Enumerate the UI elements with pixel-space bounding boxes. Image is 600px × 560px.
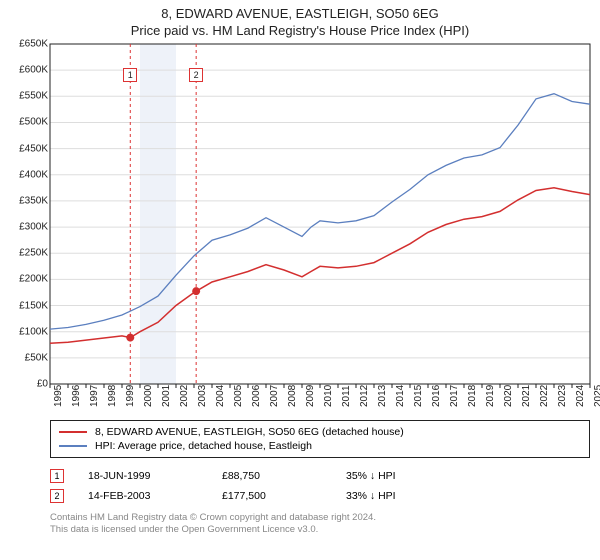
chart-svg [50,44,590,384]
x-tick-label: 1997 [89,385,100,407]
chart-title-2: Price paid vs. HM Land Registry's House … [0,23,600,38]
x-tick-label: 2019 [485,385,496,407]
y-tick-label: £250K [2,248,48,259]
y-tick-label: £200K [2,274,48,285]
legend-label: 8, EDWARD AVENUE, EASTLEIGH, SO50 6EG (d… [95,426,404,438]
x-tick-label: 2018 [467,385,478,407]
x-tick-label: 2023 [557,385,568,407]
y-tick-label: £550K [2,91,48,102]
y-tick-label: £150K [2,300,48,311]
note-delta: 33% ↓ HPI [346,490,396,502]
attribution: Contains HM Land Registry data © Crown c… [50,512,590,536]
y-tick-label: £600K [2,65,48,76]
legend-swatch [59,431,87,433]
legend-swatch [59,445,87,447]
y-tick-label: £300K [2,222,48,233]
chart-title-1: 8, EDWARD AVENUE, EASTLEIGH, SO50 6EG [0,6,600,21]
x-tick-label: 2009 [305,385,316,407]
note-date: 18-JUN-1999 [88,470,198,482]
x-tick-label: 2003 [197,385,208,407]
x-tick-label: 2008 [287,385,298,407]
x-tick-label: 1999 [125,385,136,407]
y-tick-label: £500K [2,117,48,128]
x-tick-label: 2001 [161,385,172,407]
x-tick-label: 2013 [377,385,388,407]
x-tick-label: 2021 [521,385,532,407]
legend-label: HPI: Average price, detached house, East… [95,440,312,452]
y-tick-label: £100K [2,326,48,337]
x-tick-label: 2005 [233,385,244,407]
note-price: £177,500 [222,490,322,502]
note-delta: 35% ↓ HPI [346,470,396,482]
x-tick-label: 2017 [449,385,460,407]
legend: 8, EDWARD AVENUE, EASTLEIGH, SO50 6EG (d… [50,420,590,458]
y-tick-label: £50K [2,352,48,363]
y-tick-label: £450K [2,143,48,154]
attribution-line: This data is licensed under the Open Gov… [50,524,590,536]
x-tick-label: 2011 [341,385,352,407]
event-marker-box: 1 [123,68,137,82]
x-tick-label: 2006 [251,385,262,407]
x-tick-label: 2007 [269,385,280,407]
x-tick-label: 2016 [431,385,442,407]
y-tick-label: £0 [2,379,48,390]
note-price: £88,750 [222,470,322,482]
x-tick-label: 2025 [593,385,600,407]
note-date: 14-FEB-2003 [88,490,198,502]
x-tick-label: 2022 [539,385,550,407]
note-row: 2 14-FEB-2003 £177,500 33% ↓ HPI [50,486,590,506]
x-tick-label: 2014 [395,385,406,407]
x-tick-label: 2002 [179,385,190,407]
x-tick-label: 2000 [143,385,154,407]
x-tick-label: 2010 [323,385,334,407]
note-marker: 2 [50,489,64,503]
note-marker: 1 [50,469,64,483]
attribution-line: Contains HM Land Registry data © Crown c… [50,512,590,524]
y-tick-label: £350K [2,195,48,206]
legend-item: HPI: Average price, detached house, East… [59,439,581,453]
x-tick-label: 1996 [71,385,82,407]
event-notes: 1 18-JUN-1999 £88,750 35% ↓ HPI 2 14-FEB-2003… [50,466,590,506]
x-tick-label: 2004 [215,385,226,407]
y-tick-label: £400K [2,169,48,180]
x-tick-label: 2012 [359,385,370,407]
x-tick-label: 2024 [575,385,586,407]
x-tick-label: 1995 [53,385,64,407]
legend-item: 8, EDWARD AVENUE, EASTLEIGH, SO50 6EG (d… [59,425,581,439]
line-chart: £0£50K£100K£150K£200K£250K£300K£350K£400… [50,44,590,384]
event-marker-box: 2 [189,68,203,82]
x-tick-label: 2020 [503,385,514,407]
x-tick-label: 1998 [107,385,118,407]
x-tick-label: 2015 [413,385,424,407]
note-row: 1 18-JUN-1999 £88,750 35% ↓ HPI [50,466,590,486]
y-tick-label: £650K [2,39,48,50]
